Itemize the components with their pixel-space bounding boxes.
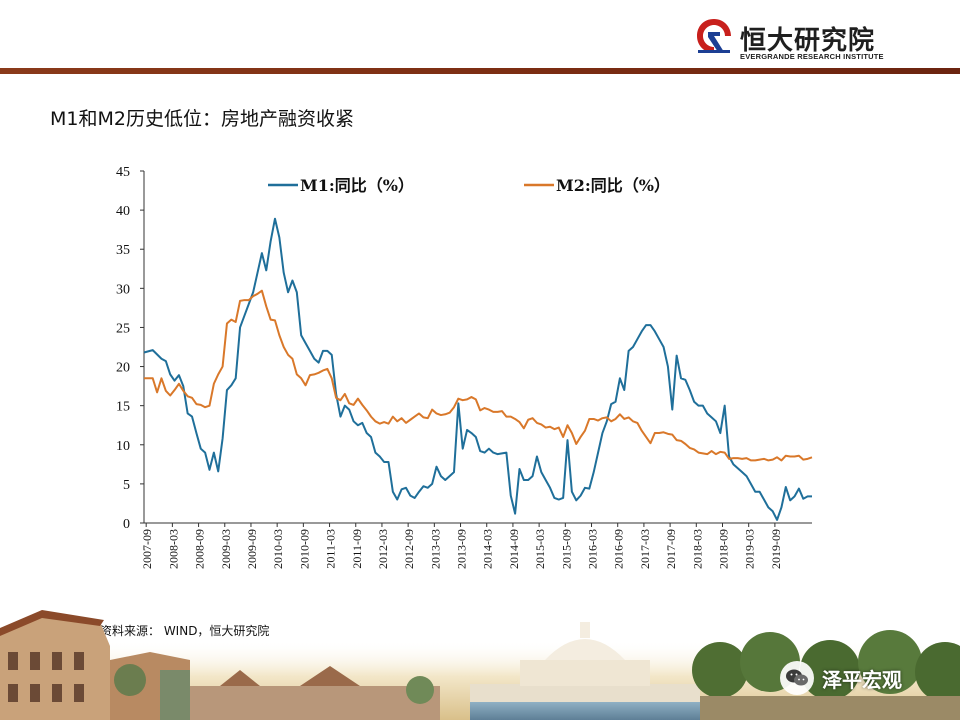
y-tick-label: 10 [116, 439, 130, 454]
x-axis: 2007-09 2008-03 2008-09 2009-03 2009-09 2010-… [140, 522, 812, 569]
x-tick-label: 2017-09 [664, 529, 678, 569]
y-tick-label: 15 [116, 400, 130, 415]
source-note: 资料来源： WIND，恒大研究院 [100, 624, 270, 638]
x-tick-label: 2014-03 [481, 529, 495, 569]
x-tick-label: 2019-03 [743, 529, 757, 569]
x-tick-label: 2010-03 [271, 529, 285, 569]
x-tick-label: 2019-09 [769, 529, 783, 569]
header-bar [0, 68, 960, 74]
x-tick-label: 2010-09 [297, 529, 311, 569]
evergrande-logo: 恒大研究院 EVERGRANDE RESEARCH INSTITUTE [694, 14, 884, 64]
x-tick-label: 2013-09 [455, 529, 469, 569]
y-tick-label: 40 [116, 204, 130, 219]
series-line-m1 [143, 217, 812, 521]
x-tick-label: 2008-09 [193, 529, 207, 569]
series-line-m2 [144, 289, 813, 462]
legend-label: M1:同比（%） [300, 176, 414, 195]
y-tick-label: 5 [123, 478, 130, 493]
series-layer [143, 217, 813, 521]
x-tick-label: 2008-03 [166, 529, 180, 569]
x-tick-label: 2018-09 [716, 529, 730, 569]
y-tick-label: 35 [116, 243, 130, 258]
x-tick-label: 2011-03 [324, 529, 338, 569]
y-tick-label: 30 [116, 282, 130, 297]
evergrande-logo-icon [697, 19, 731, 53]
x-tick-label: 2014-09 [507, 529, 521, 569]
logo-english-name: EVERGRANDE RESEARCH INSTITUTE [740, 52, 884, 61]
y-tick-label: 45 [116, 165, 130, 180]
x-tick-label: 2009-03 [219, 529, 233, 569]
x-tick-label: 2007-09 [140, 529, 154, 569]
legend: M1:同比（%） M2:同比（%） [268, 176, 670, 195]
brand-watermark: 泽平宏观 [780, 660, 902, 696]
y-axis: 0 5 10 15 20 25 30 35 40 45 [116, 165, 145, 532]
y-tick-label: 25 [116, 321, 130, 336]
page-title: M1和M2历史低位：房地产融资收紧 [50, 108, 354, 130]
x-tick-label: 2013-03 [428, 529, 442, 569]
y-tick-label: 20 [116, 361, 130, 376]
logo-chinese-name: 恒大研究院 [740, 26, 876, 56]
x-tick-label: 2015-09 [559, 529, 573, 569]
x-tick-label: 2016-03 [586, 529, 600, 569]
legend-label: M2:同比（%） [556, 176, 670, 195]
x-tick-label: 2015-03 [533, 529, 547, 569]
x-tick-label: 2009-09 [245, 529, 259, 569]
x-tick-label: 2016-09 [612, 529, 626, 569]
x-tick-label: 2017-03 [638, 529, 652, 569]
y-tick-label: 0 [123, 517, 130, 532]
x-tick-label: 2018-03 [690, 529, 704, 569]
brand-label: 泽平宏观 [822, 667, 902, 692]
wechat-icon [780, 661, 814, 695]
x-tick-label: 2011-09 [350, 529, 364, 569]
x-tick-label: 2012-03 [376, 529, 390, 569]
x-tick-label: 2012-09 [402, 529, 416, 569]
